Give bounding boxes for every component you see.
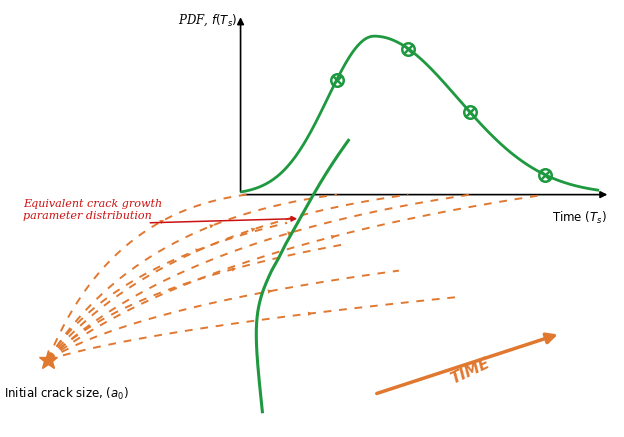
Text: Time $(T_s)$: Time $(T_s)$: [552, 210, 607, 226]
Text: PDF, $f(T_s)$: PDF, $f(T_s)$: [178, 12, 238, 28]
Text: Equivalent crack growth
parameter distribution: Equivalent crack growth parameter distri…: [23, 199, 162, 221]
Text: Initial crack size, $(a_0)$: Initial crack size, $(a_0)$: [4, 386, 129, 402]
Text: TIME: TIME: [449, 356, 492, 387]
